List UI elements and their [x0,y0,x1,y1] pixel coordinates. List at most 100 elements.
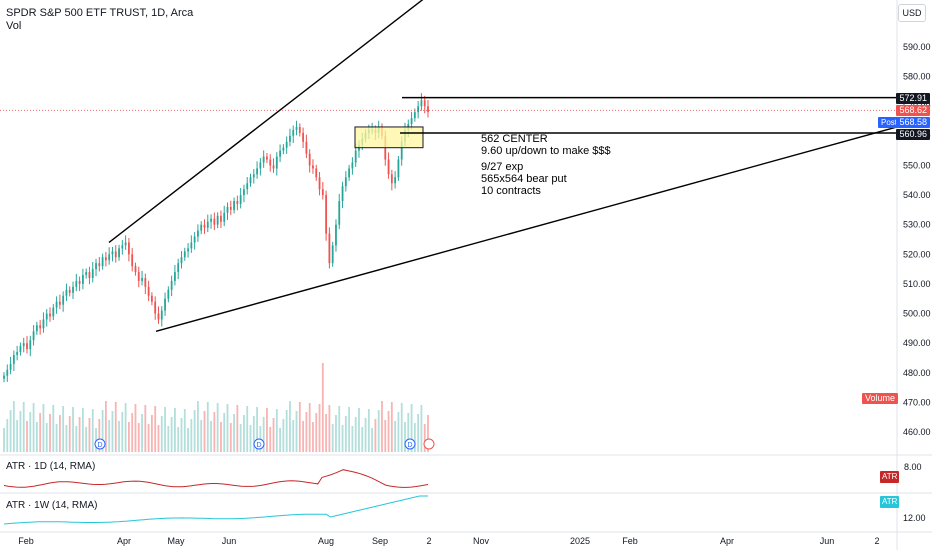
atr-weekly-line [3,495,428,525]
candle-body [164,298,166,311]
volume-bar [269,427,272,452]
dividend-marker [404,438,416,450]
candle-body [170,280,173,290]
candle-body [236,201,239,204]
volume-label: Vol [6,20,22,32]
candle-body [262,156,265,163]
current-price-tag: 568.62 [896,105,930,116]
atr-daily-badge: ATR [880,471,900,483]
candle-body [298,126,301,133]
volume-bar [131,413,134,452]
candle-body [308,153,311,166]
candle-body [154,301,157,314]
candle-body [249,177,252,184]
volume-bar [35,422,38,452]
volume-bar [262,417,265,452]
volume-bar [68,416,71,452]
volume-bar [206,402,209,452]
x-tick-label: Sep [372,536,388,546]
dividend-marker-label: D [97,442,102,449]
candle-body [338,201,341,225]
volume-bar [266,408,268,452]
y-tick-label: 470.00 [903,397,931,407]
candle-body [318,177,321,190]
volume-bar [397,412,400,452]
candle-body [200,224,203,231]
volume-bar [305,412,308,452]
volume-bar [367,409,370,452]
candle-body [417,106,420,113]
candle-body [400,141,403,160]
volume-bar [400,403,403,452]
candle-body [269,159,272,166]
candle-body [101,257,104,267]
candle-body [331,245,334,264]
candle-body [256,168,258,175]
x-tick-label: Feb [622,536,638,546]
volume-bar [216,403,219,452]
annotation-line-1: 562 CENTER [481,133,548,145]
candle-body [305,141,308,154]
candle-body [190,242,193,249]
highlight-zone [354,126,424,149]
candle-body [394,177,397,184]
x-tick-label: Nov [473,536,490,546]
symbol-title: SPDR S&P 500 ETF TRUST, 1D, Arca [6,7,194,19]
volume-bar [88,418,91,452]
lower-trendline [155,126,898,332]
volume-bar [157,425,160,452]
upper-line-price-tag: 572.91 [896,93,930,104]
candle-body [58,301,61,305]
volume-bar [404,422,406,452]
candle-body [19,346,22,353]
volume-bar [407,413,410,452]
earnings-marker [423,438,435,450]
candle-body [216,215,219,225]
currency-selector[interactable]: USD [898,4,926,22]
candle-body [127,242,130,255]
candle-body [111,251,114,255]
volume-bar [6,419,9,452]
candle-body [279,150,281,157]
candle-body [246,183,249,190]
candle-body [239,195,242,204]
volume-bar [420,405,423,452]
candle-body [206,221,209,228]
y-tick-label: 550.00 [903,160,931,170]
candle-body [397,159,400,178]
candle-body [220,215,222,222]
candle-body [26,343,28,350]
volume-bar [364,418,367,452]
candle-body [157,313,160,320]
volume-bar [239,424,242,452]
candle-body [266,156,268,160]
candle-body [45,313,48,320]
candle-body [252,174,255,178]
volume-bar [72,407,74,452]
volume-bar [387,411,390,452]
volume-bar [197,401,199,452]
volume-bar [371,428,374,452]
volume-bar [58,415,61,452]
volume-bar [344,416,347,452]
candle-body [134,266,137,273]
volume-bar [42,404,45,452]
volume-bar [26,421,28,452]
candle-body [85,272,88,276]
candle-body [341,186,344,201]
volume-bar [374,419,377,452]
volume-bar [39,413,42,452]
volume-bar [427,415,429,452]
volume-bar [381,401,383,452]
volume-bar [351,426,354,452]
candle-body [108,254,111,261]
annotation-line-5: 10 contracts [481,185,541,197]
lower-line-price-tag: 560.96 [896,129,930,140]
volume-bar [134,404,137,452]
candle-body [223,212,226,222]
candle-body [423,100,426,107]
volume-bar [298,402,301,452]
dividend-marker-label: D [256,442,261,449]
volume-bar [75,426,78,452]
